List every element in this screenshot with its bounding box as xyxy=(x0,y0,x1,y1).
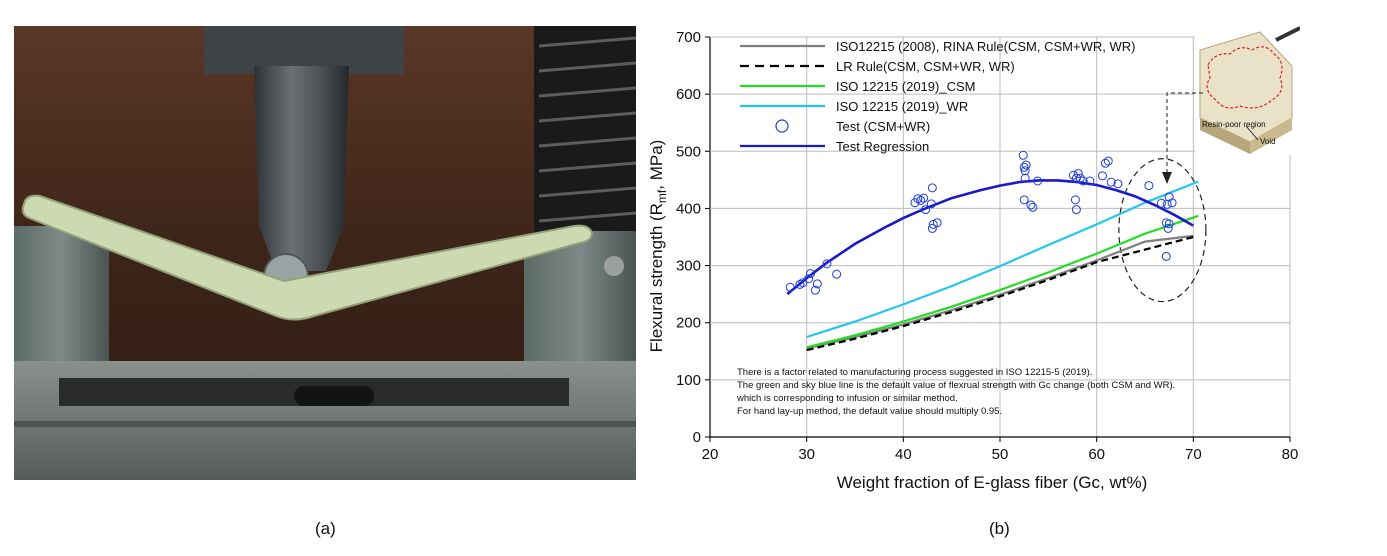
photo-illustration xyxy=(14,26,636,480)
test-point xyxy=(1078,176,1088,186)
bent-specimen xyxy=(21,194,594,321)
note-line-4: For hand lay-up method, the default valu… xyxy=(737,406,1002,417)
test-point xyxy=(1106,177,1116,187)
caption-a: (a) xyxy=(315,519,336,538)
test-point xyxy=(1161,251,1171,261)
test-point xyxy=(822,259,832,269)
test-point xyxy=(804,274,814,284)
x-axis-label: Weight fraction of E-glass fiber (Gc, wt… xyxy=(837,473,1148,492)
y-tick-label: 700 xyxy=(676,29,701,46)
test-point xyxy=(932,218,942,228)
test-point xyxy=(1026,200,1036,210)
test-point xyxy=(1020,173,1030,183)
legend-label: Test (CSM+WR) xyxy=(836,119,930,134)
y-tick-label: 500 xyxy=(676,143,701,160)
test-point xyxy=(1033,176,1043,186)
test-point xyxy=(1075,173,1085,183)
test-point xyxy=(832,269,842,279)
y-tick-label: 100 xyxy=(676,372,701,389)
series-line-lr-rule-csm-csm-wr-wr xyxy=(806,235,1194,352)
test-point xyxy=(1070,195,1080,205)
note-line-1: There is a factor related to manufacturi… xyxy=(737,367,1092,378)
note-line-3: which is corresponding to infusion or si… xyxy=(736,393,958,404)
test-point xyxy=(1019,162,1029,172)
test-point xyxy=(785,282,795,292)
highlight-circle xyxy=(1118,158,1207,303)
y-axis-label: Flexural strength (Rmf, MPa) xyxy=(647,140,669,353)
inset-label-resin: Resin-poor region xyxy=(1202,120,1266,129)
y-tick-label: 0 xyxy=(693,429,701,446)
y-tick-label: 300 xyxy=(676,258,701,275)
legend-label: Test Regression xyxy=(836,139,929,154)
flexural-test-photo xyxy=(14,26,636,480)
x-tick-label: 70 xyxy=(1185,446,1202,463)
series-line-iso12215-2008-rina-rule-csm-csm-wr-wr xyxy=(806,234,1194,350)
chart-grid xyxy=(705,36,1291,442)
test-point xyxy=(1028,202,1038,212)
test-point xyxy=(1097,171,1107,181)
x-tick-label: 80 xyxy=(1282,446,1299,463)
test-point xyxy=(810,285,820,295)
series-line-test-regression xyxy=(786,179,1194,296)
test-point xyxy=(926,199,936,209)
test-point xyxy=(812,279,822,289)
y-tick-labels: 0 100 200 300 400 500 600 700 xyxy=(676,29,701,446)
x-tick-label: 20 xyxy=(702,446,719,463)
test-point xyxy=(916,195,926,205)
test-point xyxy=(1156,198,1166,208)
note-line-2: The green and sky blue line is the defau… xyxy=(737,380,1175,391)
test-point xyxy=(1164,192,1174,202)
test-point xyxy=(1164,219,1174,229)
test-point xyxy=(927,183,937,193)
resin-poor-outline xyxy=(1206,46,1283,109)
x-tick-label: 40 xyxy=(895,446,912,463)
legend-marker xyxy=(775,119,789,133)
series-line-iso-12215-2019-csm xyxy=(806,214,1199,349)
inset-pointer-arrow xyxy=(1162,92,1203,184)
caption-b: (b) xyxy=(989,519,1010,538)
chart-legend: ISO12215 (2008), RINA Rule(CSM, CSM+WR, … xyxy=(740,39,1135,154)
legend-label: ISO 12215 (2019)_CSM xyxy=(836,79,975,94)
legend-label: ISO 12215 (2019)_WR xyxy=(836,99,968,114)
test-points xyxy=(785,150,1177,295)
left-support xyxy=(14,226,109,386)
test-point xyxy=(927,223,937,233)
test-point xyxy=(1020,166,1030,176)
test-point xyxy=(1073,169,1083,179)
test-point xyxy=(1167,198,1177,208)
test-point xyxy=(1018,150,1028,160)
test-point xyxy=(1162,199,1172,209)
dashed-circle xyxy=(1118,158,1207,303)
test-point xyxy=(919,193,929,203)
test-point xyxy=(795,279,805,289)
annotation-note: There is a factor related to manufacturi… xyxy=(736,367,1175,417)
series-line-iso-12215-2019-wr xyxy=(806,180,1199,339)
test-point xyxy=(913,194,923,204)
test-point xyxy=(921,205,931,215)
y-tick-label: 400 xyxy=(676,200,701,217)
legend-label: LR Rule(CSM, CSM+WR, WR) xyxy=(836,59,1015,74)
x-tick-label: 50 xyxy=(992,446,1009,463)
x-tick-label: 30 xyxy=(798,446,815,463)
test-point xyxy=(1100,158,1110,168)
test-point xyxy=(806,269,816,279)
loading-rod xyxy=(254,66,349,271)
x-tick-labels: 20 30 40 50 60 70 80 xyxy=(702,446,1299,463)
series-lines xyxy=(786,179,1199,352)
flexural-strength-chart: 20 30 40 50 60 70 80 0 100 200 300 400 500 600 700 IS… xyxy=(647,25,1300,492)
test-point xyxy=(1085,176,1095,186)
y-tick-label: 600 xyxy=(676,86,701,103)
laminate-inset: Resin-poor region Void xyxy=(1195,25,1300,155)
test-point xyxy=(1103,156,1113,166)
test-point xyxy=(1144,181,1154,191)
test-point xyxy=(1113,179,1123,189)
x-tick-label: 60 xyxy=(1088,446,1105,463)
test-point xyxy=(1163,223,1173,233)
test-point xyxy=(1071,205,1081,215)
legend-label: ISO12215 (2008), RINA Rule(CSM, CSM+WR, … xyxy=(836,39,1135,54)
y-tick-label: 200 xyxy=(676,315,701,332)
test-point xyxy=(1021,160,1031,170)
inset-label-void: Void xyxy=(1260,137,1276,146)
test-point xyxy=(1019,195,1029,205)
